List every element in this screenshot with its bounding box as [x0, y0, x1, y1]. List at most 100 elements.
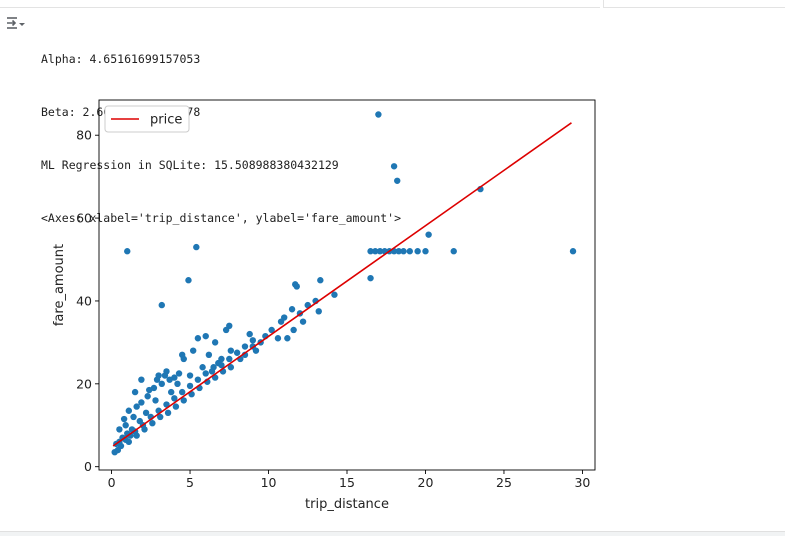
data-point	[367, 274, 374, 282]
data-point	[152, 397, 159, 404]
data-point	[218, 355, 225, 363]
data-point	[133, 403, 140, 410]
cell-top-border	[0, 0, 600, 8]
y-tick-label: 20	[76, 376, 92, 391]
data-point	[194, 335, 202, 342]
data-point	[193, 243, 200, 251]
data-point	[144, 393, 151, 400]
data-point	[331, 291, 338, 298]
data-point	[125, 438, 133, 446]
data-point	[284, 335, 291, 342]
data-point	[122, 422, 129, 429]
data-point	[164, 409, 172, 417]
data-point	[211, 339, 219, 346]
x-tick-label: 0	[108, 475, 116, 490]
data-point	[157, 413, 164, 421]
data-point	[376, 248, 384, 255]
x-tick-label: 20	[418, 475, 434, 490]
data-point	[249, 337, 257, 344]
data-point	[274, 335, 282, 342]
data-point	[171, 395, 178, 402]
data-point	[395, 248, 402, 255]
plot-frame	[98, 99, 596, 471]
data-point	[142, 409, 150, 417]
data-point	[210, 364, 217, 371]
data-point	[246, 330, 253, 338]
cell-bottom-border	[0, 531, 785, 536]
data-point	[153, 376, 161, 383]
data-point	[199, 364, 206, 371]
data-point	[186, 382, 194, 390]
data-point	[138, 376, 145, 383]
data-point	[569, 248, 577, 255]
data-point	[158, 301, 165, 309]
data-point	[180, 397, 187, 404]
data-point	[189, 347, 197, 354]
data-point	[202, 370, 209, 377]
data-point	[175, 370, 183, 377]
cell-top-border-right	[603, 0, 785, 8]
data-point	[226, 355, 233, 363]
data-point	[222, 326, 230, 334]
data-point	[372, 248, 379, 255]
data-point	[268, 326, 275, 334]
data-point	[186, 372, 194, 379]
data-point	[141, 426, 148, 433]
scatter-chart: 0 5 10 15 20 25 30 0 20 40 60 80 trip_distance fare_a…	[52, 99, 596, 512]
data-point	[158, 380, 165, 388]
data-point	[125, 407, 133, 414]
data-point	[161, 372, 169, 379]
data-point	[290, 326, 297, 334]
y-tick-label: 0	[84, 459, 92, 474]
data-point	[394, 177, 401, 184]
data-point	[406, 248, 413, 255]
data-point	[149, 419, 156, 427]
y-tick-label: 60	[76, 211, 92, 226]
data-point	[120, 415, 128, 423]
data-point	[146, 386, 153, 394]
data-point	[277, 318, 285, 325]
regression-line-price	[112, 122, 572, 447]
data-point	[130, 413, 137, 421]
output-line-axes-repr: <Axes: xlabel='trip_distance', ylabel='f…	[41, 210, 402, 225]
data-point	[233, 349, 241, 356]
data-point	[205, 351, 213, 359]
x-tick-label: 15	[339, 475, 355, 490]
data-point	[138, 399, 145, 406]
data-point	[172, 403, 180, 410]
data-point	[367, 248, 374, 255]
data-point	[315, 308, 322, 315]
data-point	[202, 332, 209, 340]
data-point	[390, 163, 398, 170]
data-point	[185, 277, 192, 284]
data-point	[375, 111, 382, 118]
data-point	[400, 248, 407, 255]
data-point	[174, 380, 181, 388]
y-axis-label: fare_amount	[52, 244, 67, 326]
data-point	[117, 442, 125, 450]
x-tick-label: 10	[261, 475, 277, 490]
output-toggle-icon[interactable]	[4, 15, 30, 37]
data-point	[178, 388, 186, 396]
legend-box	[104, 105, 190, 133]
data-point	[166, 376, 173, 383]
data-point	[252, 347, 260, 354]
x-axis-label: trip_distance	[305, 497, 389, 512]
data-point	[133, 432, 140, 439]
data-point	[168, 388, 175, 396]
data-point	[414, 248, 421, 255]
output-line-ml-regression: ML Regression in SQLite: 15.508988380432…	[41, 157, 339, 172]
data-point	[131, 388, 139, 396]
data-point	[124, 248, 131, 255]
data-point	[422, 248, 429, 255]
data-point	[227, 364, 235, 371]
legend-label-price: price	[150, 113, 182, 128]
x-tick-label: 30	[574, 475, 590, 490]
output-line-alpha: Alpha: 4.65161699157053	[41, 52, 201, 67]
data-point	[317, 277, 324, 284]
x-tick-label: 25	[496, 475, 512, 490]
y-tick-label: 40	[76, 293, 92, 308]
data-point	[425, 231, 432, 238]
data-point	[299, 318, 307, 325]
data-point	[163, 401, 170, 408]
